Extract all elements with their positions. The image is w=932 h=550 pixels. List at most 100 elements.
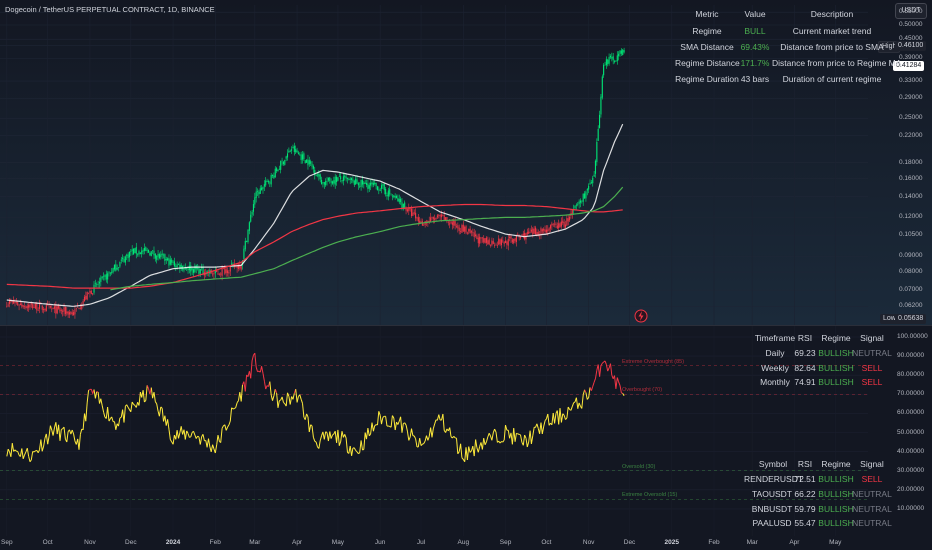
- rsi-segment: [547, 413, 550, 426]
- candle-body: [601, 76, 603, 98]
- rsi-segment: [559, 408, 562, 423]
- candle-body: [111, 271, 113, 274]
- rsi-segment: [168, 429, 171, 440]
- candle-body: [454, 221, 456, 226]
- candle-body: [357, 183, 359, 186]
- candle-body: [338, 176, 340, 177]
- rsi-segment: [400, 416, 403, 433]
- candle-body: [160, 254, 162, 258]
- candle-body: [500, 239, 503, 246]
- time-tick-label: Oct: [541, 539, 552, 546]
- rsi-segment: [540, 422, 543, 434]
- time-tick-label: Sep: [499, 539, 512, 546]
- rsi-segment: [600, 362, 603, 366]
- rsi-segment: [208, 438, 211, 447]
- time-tick-label: Sep: [1, 539, 13, 546]
- rsi-segment: [274, 388, 278, 394]
- candle-body: [269, 182, 271, 184]
- candle-body: [83, 296, 86, 302]
- rsi-segment: [502, 439, 505, 443]
- candle-body: [333, 180, 335, 184]
- candle-body: [30, 303, 32, 305]
- candle-body: [28, 304, 30, 308]
- rsi-segment: [456, 438, 459, 454]
- candle-body: [380, 185, 383, 189]
- candle-body: [34, 304, 36, 309]
- rsi-segment: [592, 382, 595, 387]
- candle-body: [138, 251, 140, 255]
- currency-button[interactable]: USDT: [895, 3, 927, 19]
- candle-body: [115, 264, 117, 271]
- candle-body: [503, 241, 505, 244]
- candle-body: [494, 245, 496, 246]
- rsi-tick-label: 60.00000: [897, 409, 925, 417]
- rsi-segment: [427, 436, 430, 441]
- rsi-segment: [210, 444, 214, 452]
- candle-body: [221, 269, 223, 276]
- rsi-segment: [541, 426, 545, 434]
- symbol-header-rsi: RSI: [797, 459, 813, 469]
- rsi-segment: [255, 367, 258, 372]
- rsi-segment: [236, 400, 239, 403]
- symbol-regime: BULLISH: [818, 504, 854, 514]
- candle-body: [618, 53, 620, 57]
- candle-body: [66, 311, 68, 314]
- candle-body: [507, 238, 509, 246]
- rsi-segment: [172, 435, 175, 445]
- candle-body: [71, 312, 73, 315]
- candle-body: [394, 196, 396, 198]
- candle-body: [485, 237, 488, 243]
- candle-body: [331, 181, 334, 184]
- candle-body: [361, 180, 364, 185]
- candle-body: [364, 182, 366, 184]
- candle-body: [567, 218, 569, 222]
- rsi-segment: [228, 420, 231, 426]
- rsi-segment: [614, 375, 617, 389]
- rsi-segment: [445, 428, 448, 433]
- candle-body: [21, 303, 23, 307]
- rsi-segment: [595, 370, 598, 379]
- rsi-segment: [588, 387, 591, 398]
- rsi-segment: [193, 431, 196, 436]
- rsi-segment: [563, 415, 566, 420]
- rsi-segment: [393, 418, 396, 431]
- price-tick-label: 0.39000: [899, 54, 923, 62]
- rsi-segment: [473, 439, 477, 457]
- candle-body: [312, 165, 314, 169]
- rsi-segment: [187, 433, 190, 438]
- timeframe-header-timeframe: Timeframe: [754, 333, 796, 343]
- rsi-segment: [358, 452, 361, 455]
- candle-body: [296, 150, 298, 153]
- lightning-icon[interactable]: [634, 309, 648, 323]
- candle-body: [243, 248, 245, 260]
- candle-body: [90, 291, 92, 295]
- candle-body: [502, 240, 504, 242]
- metric-description: Distance from price to Regime MA: [772, 58, 902, 68]
- timeframe-rsi: 82.64: [794, 363, 816, 373]
- candle-body: [149, 253, 151, 256]
- rsi-segment: [146, 385, 149, 389]
- metric-value: 69.43%: [740, 42, 770, 52]
- candle-body: [615, 61, 617, 62]
- candle-body: [280, 160, 282, 170]
- rsi-segment: [119, 416, 122, 419]
- candle-body: [165, 259, 167, 261]
- rsi-segment: [190, 432, 193, 437]
- candle-body: [513, 238, 515, 243]
- candle-body: [559, 223, 561, 228]
- candle-body: [286, 153, 289, 158]
- candle-body: [119, 261, 121, 267]
- price-tick-label: 0.55000: [899, 8, 923, 16]
- metric-description: Current market trend: [792, 26, 872, 36]
- rsi-segment: [483, 438, 486, 445]
- rsi-tick-label: 90.00000: [897, 352, 925, 360]
- rsi-segment: [202, 434, 205, 441]
- low-value-tag: 0.05638: [895, 314, 927, 324]
- candle-body: [560, 221, 562, 227]
- rsi-line: [6, 352, 625, 463]
- rsi-segment: [21, 448, 24, 459]
- candle-body: [376, 186, 379, 191]
- candle-body: [75, 307, 77, 309]
- candle-body: [586, 188, 588, 191]
